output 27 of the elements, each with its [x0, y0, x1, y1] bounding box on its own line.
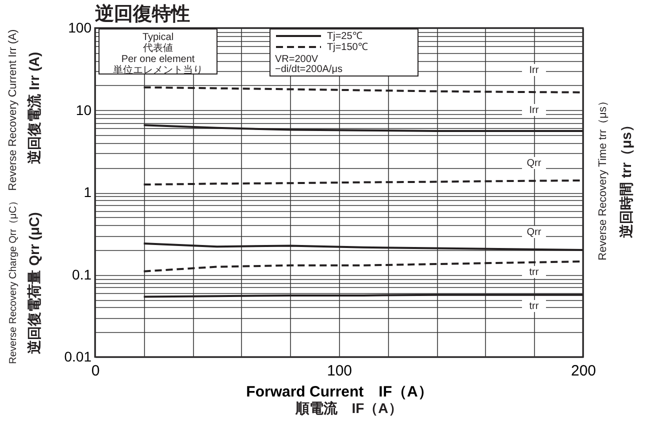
annotation: trr: [529, 267, 540, 278]
y-tick-label: 1: [84, 184, 92, 200]
y-tick-label: 0.1: [72, 266, 92, 282]
x-tick-label: 100: [326, 362, 352, 380]
annotation: trr: [529, 301, 540, 312]
y-tick-label: 100: [68, 20, 92, 36]
text: 逆回時間 trr（μs）: [618, 118, 634, 239]
y2-axis-title: Reverse Recovery Time trr（μs）: [597, 96, 609, 260]
x-tick-label: 0: [91, 362, 100, 380]
annotation: Qrr: [526, 158, 542, 169]
y-axis-title: Reverse Recovery Current Irr (A): [7, 29, 19, 191]
text: 逆回復電流 Irr (A): [26, 52, 42, 165]
legend-label: Tj=150℃: [327, 42, 368, 53]
annotation: Qrr: [526, 227, 542, 238]
x-axis-title: Forward Current IF（A）: [246, 384, 433, 400]
annotation: −di/dt=200A/μs: [275, 64, 342, 75]
x-tick-label: 200: [570, 362, 596, 380]
text: 順電流 IF（A）: [294, 400, 402, 416]
y-tick-label: 10: [76, 102, 92, 118]
annotation: VR=200V: [275, 54, 318, 65]
annotation: Irr: [529, 105, 540, 116]
text: 逆回復電荷量 Qrr (μC): [26, 212, 42, 355]
text: Reverse Recovery Charge Qrr（μC）: [8, 196, 19, 364]
annotation: Irr: [529, 65, 540, 76]
legend-label: Tj=25℃: [327, 31, 362, 42]
y-tick-label: 0.01: [64, 348, 92, 364]
chart-title: 逆回復特性: [94, 3, 190, 25]
